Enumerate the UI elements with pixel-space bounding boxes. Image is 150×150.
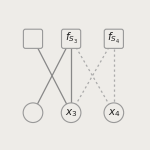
Circle shape	[61, 103, 81, 123]
Circle shape	[23, 103, 43, 123]
FancyBboxPatch shape	[61, 29, 81, 48]
FancyBboxPatch shape	[104, 29, 123, 48]
FancyBboxPatch shape	[23, 29, 43, 48]
Text: $f_{S_4}$: $f_{S_4}$	[107, 31, 120, 46]
Text: $x_3$: $x_3$	[65, 107, 77, 119]
Circle shape	[104, 103, 124, 123]
Text: $f_{S_3}$: $f_{S_3}$	[64, 31, 78, 46]
Text: $x_4$: $x_4$	[108, 107, 120, 119]
